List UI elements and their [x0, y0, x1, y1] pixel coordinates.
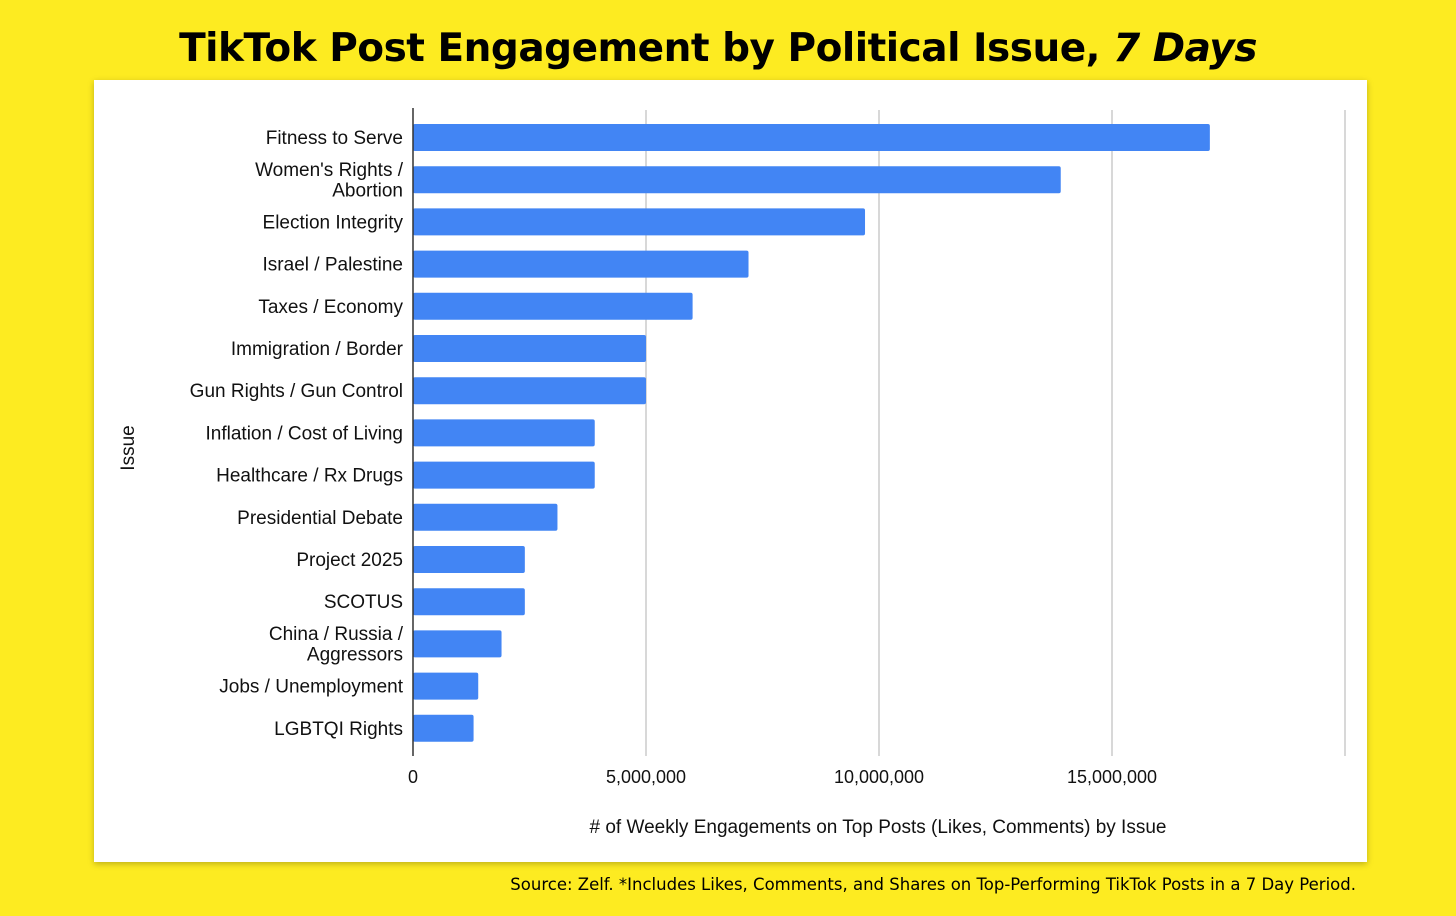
- category-label: Taxes / Economy: [258, 297, 403, 318]
- bars: [413, 124, 1210, 742]
- category-labels: Fitness to Serve Women's Rights /Abortion…: [190, 128, 404, 740]
- bar: [413, 124, 1210, 151]
- category-label: LGBTQI Rights: [274, 719, 403, 740]
- bar: [413, 461, 595, 489]
- bar: [413, 588, 525, 616]
- category-label: Presidential Debate: [237, 508, 403, 529]
- page-title-emphasis: 7 Days: [1113, 26, 1257, 71]
- x-tick-label: 5,000,000: [606, 767, 686, 787]
- category-label: Immigration / Border: [231, 339, 404, 360]
- category-label: Women's Rights /: [255, 160, 404, 181]
- category-label: Fitness to Serve: [266, 128, 403, 149]
- bar: [413, 630, 502, 658]
- category-label: China / Russia /: [269, 624, 404, 645]
- category-label: Jobs / Unemployment: [219, 677, 403, 698]
- bar: [413, 208, 866, 236]
- category-label: Gun Rights / Gun Control: [190, 381, 403, 402]
- category-label: Election Integrity: [263, 212, 404, 233]
- x-tick-label: 10,000,000: [834, 767, 924, 787]
- bar: [413, 503, 558, 531]
- x-tick-label: 0: [408, 767, 418, 787]
- category-label: Inflation / Cost of Living: [206, 423, 404, 444]
- y-axis-title: Issue: [118, 425, 139, 470]
- chart-card: Fitness to Serve Women's Rights / Abortion…: [94, 80, 1367, 862]
- bar: [413, 546, 525, 573]
- category-label: Healthcare / Rx Drugs: [216, 466, 403, 487]
- category-label: Israel / Palestine: [263, 255, 403, 276]
- bar: [413, 166, 1061, 194]
- source-note: Source: Zelf. *Includes Likes, Comments,…: [510, 875, 1356, 894]
- bar-chart: Fitness to Serve Women's Rights /Abortion…: [118, 108, 1346, 838]
- category-label: Aggressors: [307, 645, 403, 666]
- category-label: Project 2025: [296, 550, 403, 571]
- bar: [413, 672, 479, 700]
- x-tick-label: 15,000,000: [1067, 767, 1157, 787]
- bar: [413, 335, 646, 362]
- gridlines: [645, 110, 1346, 756]
- category-label: SCOTUS: [324, 592, 403, 613]
- bar: [413, 377, 646, 405]
- bar: [413, 250, 749, 278]
- page-title: TikTok Post Engagement by Political Issu…: [0, 26, 1436, 71]
- bar: [413, 292, 693, 320]
- x-tick-labels: 0 5,000,000 10,000,000 15,000,000: [408, 767, 1157, 787]
- x-axis-title: # of Weekly Engagements on Top Posts (Li…: [590, 817, 1167, 838]
- bar: [413, 714, 474, 742]
- page-title-main: TikTok Post Engagement by Political Issu…: [179, 26, 1114, 71]
- bar: [413, 419, 595, 447]
- category-label: Abortion: [332, 180, 403, 201]
